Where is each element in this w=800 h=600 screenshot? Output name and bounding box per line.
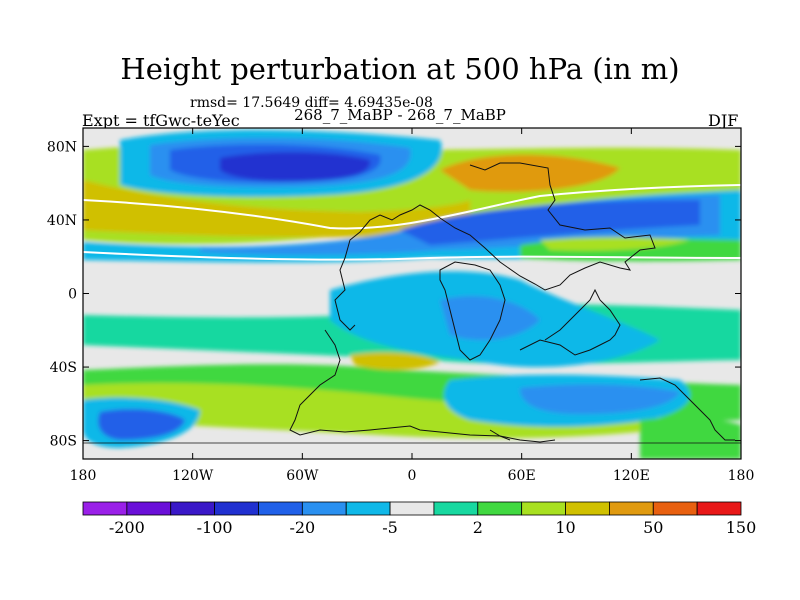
y-axis: 80N 40N 0 40S 80S [47, 139, 741, 450]
coastlines [83, 162, 741, 444]
colorbar-swatch-4 [258, 501, 303, 516]
colorbar-swatch-1 [126, 501, 172, 516]
y-tick-label-4: 80S [50, 434, 77, 450]
colorbar-label-6: 50 [643, 518, 663, 537]
colorbar-swatch-2 [170, 501, 216, 516]
colorbar-label-3: -5 [382, 518, 398, 537]
x-tick-label-0: 180 [70, 468, 97, 484]
y-tick-label-3: 40S [50, 360, 77, 376]
y-tick-label-0: 80N [47, 139, 77, 155]
band-se-green [640, 417, 741, 459]
colorbar-swatch-3 [214, 501, 259, 516]
band-tropic-blue [440, 296, 540, 340]
colorbar-label-0: -200 [109, 518, 145, 537]
colorbar: -200 -100 -20 -5 2 10 50 150 [82, 501, 757, 537]
x-tick-label-1: 120W [172, 468, 214, 484]
colorbar-swatch-7 [389, 501, 435, 516]
colorbar-swatch-8 [433, 501, 479, 516]
band-trough-core [400, 200, 700, 245]
x-tick-label-2: 60W [286, 468, 319, 484]
comparison-label: 268_7_MaBP - 268_7_MaBP [294, 106, 506, 124]
colorbar-swatch-12 [609, 501, 654, 516]
x-tick-label-3: 0 [408, 468, 417, 484]
stats-text: rmsd= 17.5649 diff= 4.69435e-08 [190, 95, 433, 111]
x-tick-label-6: 180 [728, 468, 755, 484]
season-label: DJF [708, 111, 739, 130]
y-tick-label-2: 0 [68, 287, 77, 303]
colorbar-swatch-13 [652, 501, 698, 516]
colorbar-label-2: -20 [289, 518, 315, 537]
band-nh-low-deep [220, 152, 371, 182]
band-south-blue [520, 384, 680, 414]
colorbar-swatch-0 [82, 501, 128, 516]
colorbar-swatch-6 [345, 501, 391, 516]
chart-title: Height perturbation at 500 hPa (in m) [120, 52, 680, 86]
y-tick-label-1: 40N [47, 213, 77, 229]
colorbar-swatch-5 [301, 501, 347, 516]
contour-zero-lines [83, 184, 741, 261]
colorbar-label-7: 150 [726, 518, 757, 537]
band-nh-ridge-high [83, 180, 470, 238]
colorbar-swatch-14 [696, 501, 742, 516]
x-tick-label-4: 60E [508, 468, 536, 484]
map-plot-area [83, 128, 741, 459]
band-nh-orange [440, 154, 620, 192]
colorbar-label-5: 10 [555, 518, 575, 537]
colorbar-swatch-11 [565, 501, 610, 516]
x-tick-label-5: 120E [613, 468, 650, 484]
band-south-orange [350, 352, 440, 370]
band-sw-low-core [98, 409, 185, 440]
colorbar-swatch-10 [521, 501, 566, 516]
colorbar-swatch-9 [477, 501, 523, 516]
experiment-label: Expt = tfGwc-teYec [82, 111, 240, 130]
colorbar-label-1: -100 [197, 518, 233, 537]
x-axis: 180 120W 60W 0 60E 120E 180 [70, 128, 755, 484]
colorbar-label-4: 2 [473, 518, 483, 537]
